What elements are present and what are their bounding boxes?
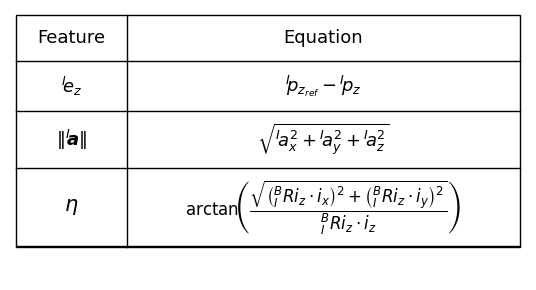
Text: Equation: Equation: [284, 29, 363, 47]
Text: $\eta$: $\eta$: [64, 197, 79, 218]
Text: $\sqrt{{}^{I}\!a_{x}^{2} + {}^{I}\!a_{y}^{2} + {}^{I}\!a_{z}^{2}}$: $\sqrt{{}^{I}\!a_{x}^{2} + {}^{I}\!a_{y}…: [257, 122, 390, 157]
Text: $\|{}^{I}\!\boldsymbol{a}\|$: $\|{}^{I}\!\boldsymbol{a}\|$: [56, 128, 87, 152]
Text: $\mathrm{arctan}\!\left(\dfrac{\sqrt{\left({}^{B}_{I}Ri_z\cdot i_x\right)^{2}+\l: $\mathrm{arctan}\!\left(\dfrac{\sqrt{\le…: [185, 178, 461, 237]
Text: ${}^{I}\!p_{z_{ref}} - {}^{I}\!p_{z}$: ${}^{I}\!p_{z_{ref}} - {}^{I}\!p_{z}$: [285, 74, 362, 99]
Text: Feature: Feature: [38, 29, 106, 47]
Bar: [16, 14, 520, 246]
Text: ${}^{I}\!e_{z}$: ${}^{I}\!e_{z}$: [61, 75, 82, 98]
